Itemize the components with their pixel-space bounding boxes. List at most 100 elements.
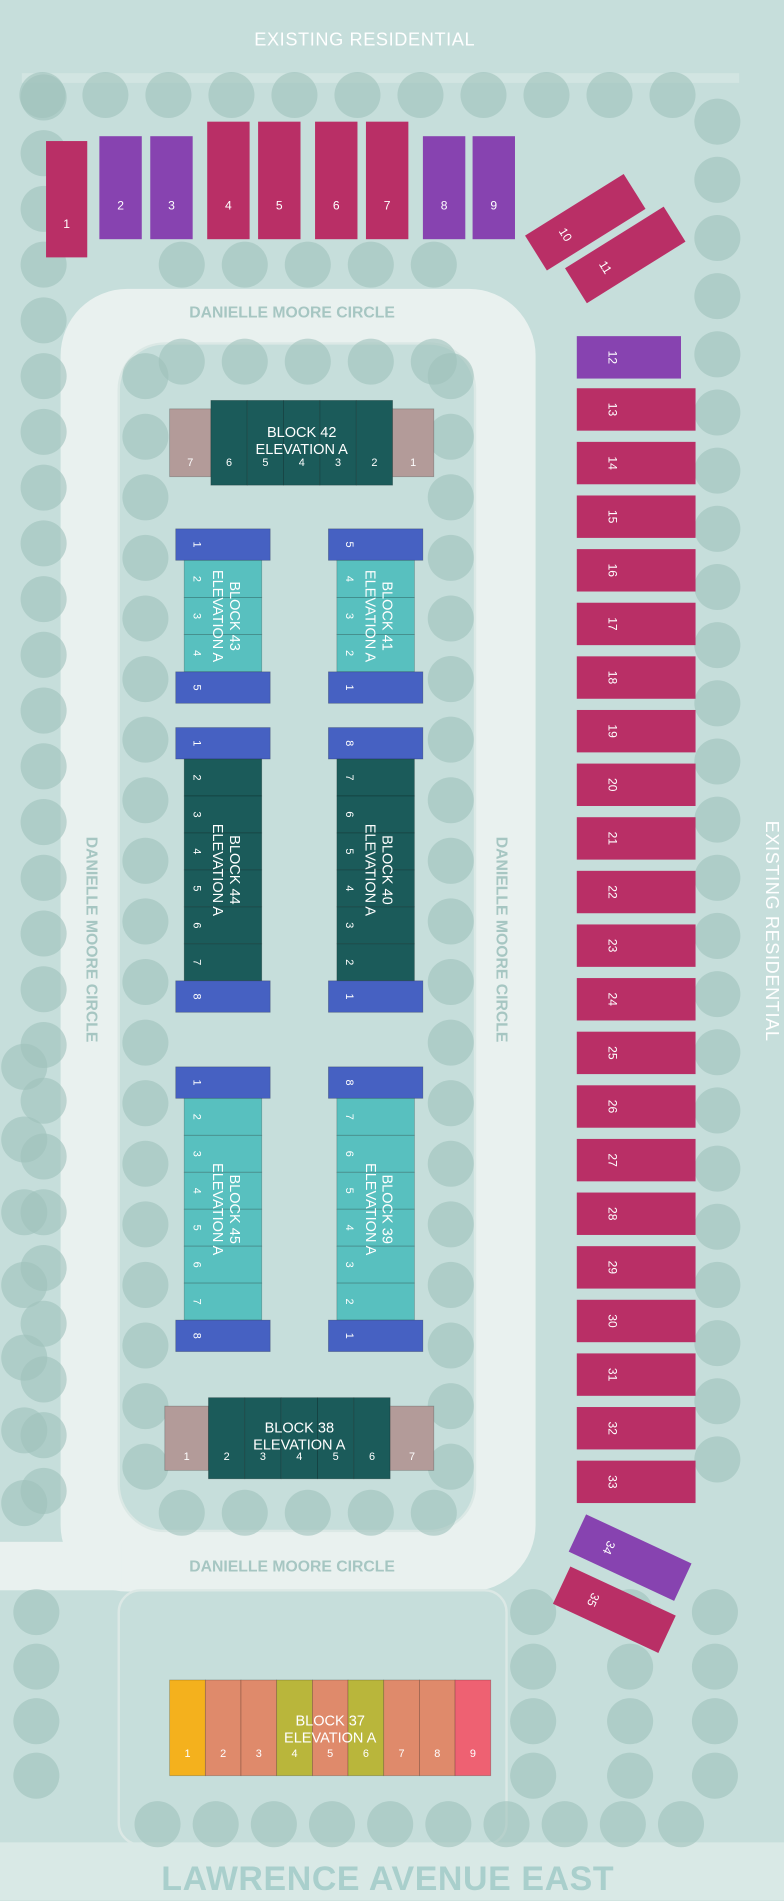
unit-number: 2: [190, 1114, 202, 1120]
lot: 6: [315, 121, 358, 240]
unit: [208, 1397, 246, 1480]
unit-number: 2: [190, 576, 202, 582]
top-label: EXISTING RESIDENTIAL: [254, 29, 475, 49]
lot-shape: [576, 1407, 696, 1450]
tree: [13, 1643, 60, 1690]
tree: [694, 1261, 741, 1308]
unit: [175, 980, 271, 1013]
unit-number: 6: [190, 1262, 202, 1268]
unit-number: 5: [262, 457, 268, 469]
tree: [510, 1643, 557, 1690]
unit-number: 2: [343, 650, 355, 656]
unit-number: 1: [410, 457, 416, 469]
unit: [183, 597, 263, 636]
tree: [20, 576, 67, 623]
lot-shape: [565, 206, 686, 304]
tree: [19, 71, 66, 119]
unit: [454, 1679, 492, 1777]
block-name: BLOCK 38: [265, 1420, 334, 1436]
tree: [271, 71, 318, 119]
tree: [410, 241, 457, 288]
tree: [221, 1489, 268, 1536]
lot: 23: [576, 924, 696, 967]
unit: [336, 1097, 415, 1136]
tree: [20, 743, 67, 790]
unit: [389, 1405, 435, 1471]
block-elevation: ELEVATION A: [209, 1163, 225, 1256]
tree: [13, 1589, 60, 1636]
tree: [347, 1489, 394, 1536]
lot: 16: [576, 549, 696, 592]
unit-number: 3: [343, 1262, 355, 1268]
tree: [694, 1320, 741, 1367]
lot-shape: [525, 173, 646, 271]
tree: [221, 241, 268, 288]
unit-number: 8: [190, 1333, 202, 1339]
block-elevation: ELEVATION A: [362, 824, 378, 917]
lot-number: 25: [606, 1046, 620, 1060]
lot: 32: [576, 1407, 696, 1450]
tree: [427, 413, 474, 460]
unit: [328, 1319, 424, 1352]
tree: [20, 1077, 67, 1124]
tree: [586, 71, 633, 119]
unit-number: 7: [190, 1299, 202, 1305]
unit-number: 6: [363, 1748, 369, 1760]
tree: [694, 738, 741, 785]
lot-number: 5: [276, 199, 283, 213]
lot: 33: [576, 1460, 696, 1504]
lot-number: 15: [606, 510, 620, 524]
tree: [308, 1801, 356, 1848]
lot: 22: [576, 870, 696, 914]
unit: [183, 1134, 263, 1173]
unit-number: 6: [343, 1151, 355, 1157]
lot: 18: [576, 656, 696, 699]
lot-number: 28: [606, 1207, 620, 1221]
tree: [694, 912, 741, 959]
tree: [20, 353, 67, 400]
lot-shape: [576, 709, 696, 753]
unit-number: 7: [190, 959, 202, 965]
unit-number: 1: [343, 1333, 355, 1339]
lot: 35: [552, 1566, 676, 1653]
unit-number: 6: [369, 1451, 375, 1463]
unit-number: 3: [190, 613, 202, 619]
lot: 13: [576, 388, 696, 431]
tree: [694, 1378, 741, 1425]
island: [117, 342, 477, 1533]
unit-number: 4: [296, 1451, 302, 1463]
tree: [122, 1140, 169, 1187]
unit: [319, 400, 357, 486]
lot-shape: [576, 924, 696, 967]
tree: [122, 1383, 169, 1430]
lot-number: 33: [606, 1475, 620, 1489]
tree: [607, 1698, 654, 1745]
lot-number: 27: [606, 1153, 620, 1167]
tree: [122, 413, 169, 460]
unit: [183, 758, 263, 797]
unit-number: 3: [190, 811, 202, 817]
tree: [20, 966, 67, 1013]
lot-shape: [576, 336, 682, 379]
lot: 24: [576, 978, 696, 1021]
unit: [336, 1245, 415, 1284]
lots: 12 3 4 5 6 7 8 91011121314151617181920212223242…: [46, 121, 696, 1653]
tree: [20, 520, 67, 567]
side-road: [0, 1541, 122, 1591]
unit: [336, 634, 415, 673]
lot-shape: [576, 870, 696, 914]
tree: [158, 241, 205, 288]
unit: [183, 1245, 263, 1284]
unit-number: 7: [399, 1748, 405, 1760]
tree: [694, 156, 741, 203]
trees: [1, 71, 741, 1848]
unit: [336, 869, 415, 908]
tree: [20, 408, 67, 455]
lot-shape: [365, 121, 409, 240]
lot-number: 29: [606, 1261, 620, 1275]
tree: [1, 1480, 48, 1527]
lot: 7: [365, 121, 409, 240]
lot-shape: [576, 549, 696, 592]
